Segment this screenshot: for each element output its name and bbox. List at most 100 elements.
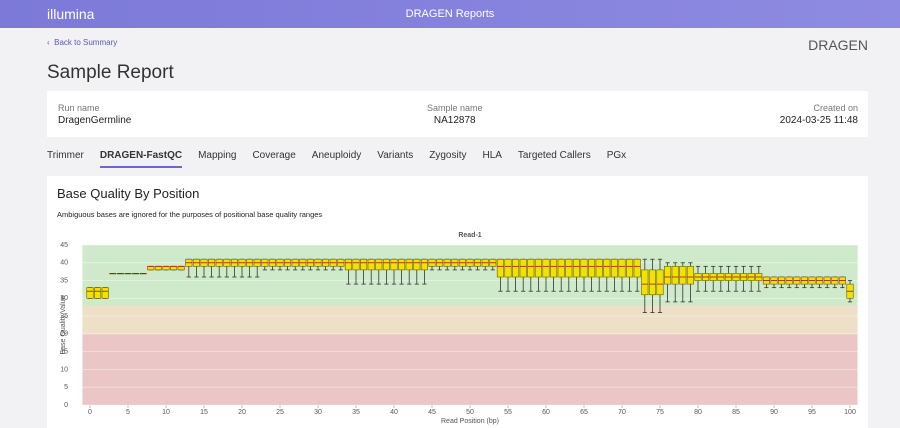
x-tick-label: 80 [694, 409, 702, 416]
y-tick-label: 25 [60, 313, 68, 320]
box [610, 258, 618, 278]
box [656, 269, 664, 296]
info-field: Run name DragenGermline [58, 103, 131, 126]
box [679, 266, 687, 285]
x-tick-label: 90 [770, 409, 778, 416]
box [580, 258, 588, 278]
x-axis-label: Read Position (bp) [441, 418, 499, 425]
x-tick-label: 40 [390, 409, 398, 416]
y-axis-label: Base Quality Value [60, 295, 67, 354]
y-tick-label: 0 [64, 402, 68, 409]
x-tick-label: 95 [808, 409, 816, 416]
x-tick-label: 30 [314, 409, 322, 416]
x-tick-label: 5 [126, 409, 130, 416]
box [542, 258, 550, 278]
box [147, 266, 155, 271]
x-tick-label: 65 [580, 409, 588, 416]
box [527, 258, 535, 278]
box [86, 287, 94, 299]
x-tick-label: 60 [542, 409, 550, 416]
box [641, 269, 649, 296]
x-tick-label: 20 [238, 409, 246, 416]
info-label: Run name [58, 103, 100, 113]
section-title: Base Quality By Position [57, 186, 200, 201]
box [648, 269, 656, 296]
back-link[interactable]: ‹ Back to Summary [47, 38, 118, 47]
box [344, 258, 352, 271]
tab[interactable]: Zygosity [429, 150, 467, 161]
x-tick-label: 85 [732, 409, 740, 416]
tab[interactable]: Aneuploidy [311, 150, 362, 161]
box [603, 258, 611, 278]
tabs: Trimmer DRAGEN-FastQC Mapping Coverage Aneup… [47, 150, 626, 168]
info-field: Created on 2024-03-25 11:48 [780, 103, 858, 126]
chart-title: Read-1 [458, 232, 481, 239]
box [413, 258, 421, 271]
box [367, 258, 375, 271]
x-tick-label: 55 [504, 409, 512, 416]
page-title: Sample Report [47, 62, 174, 83]
top-bar: illumina DRAGEN Reports [0, 0, 900, 28]
tab[interactable]: Variants [377, 150, 414, 161]
quality-band [82, 305, 858, 334]
box [534, 258, 542, 278]
tab[interactable]: Coverage [252, 150, 296, 161]
y-tick-label: 40 [60, 260, 68, 267]
y-tick-label: 45 [60, 242, 68, 249]
x-tick-label: 75 [656, 409, 664, 416]
back-link-text[interactable]: Back to Summary [54, 38, 118, 47]
y-tick-label: 20 [60, 331, 68, 338]
box [588, 258, 596, 278]
x-tick-label: 70 [618, 409, 626, 416]
box [375, 258, 383, 271]
box [504, 258, 512, 278]
box [382, 258, 390, 271]
box [101, 287, 109, 299]
box [550, 258, 558, 278]
tab[interactable]: HLA [482, 150, 502, 161]
box [557, 258, 565, 278]
box [352, 258, 360, 271]
x-tick-label: 50 [466, 409, 474, 416]
box [420, 258, 428, 271]
x-tick-label: 100 [844, 409, 856, 416]
tab[interactable]: DRAGEN-FastQC [99, 150, 183, 168]
x-tick-label: 15 [200, 409, 208, 416]
tab[interactable]: Trimmer [47, 150, 84, 161]
info-label: Sample name [427, 103, 483, 113]
tab[interactable]: Mapping [198, 150, 237, 161]
box [626, 258, 634, 278]
box [405, 258, 413, 271]
y-tick-label: 5 [64, 384, 68, 391]
box [595, 258, 603, 278]
box [94, 287, 102, 299]
info-value: NA12878 [433, 115, 476, 126]
tab[interactable]: Targeted Callers [517, 150, 591, 161]
y-tick-label: 15 [60, 349, 68, 356]
app-title: DRAGEN Reports [405, 8, 495, 20]
box [170, 266, 178, 271]
y-tick-label: 10 [60, 366, 68, 373]
info-value: DragenGermline [58, 115, 132, 126]
box [572, 258, 580, 278]
section-note: Ambiguous bases are ignored for the purp… [57, 210, 323, 219]
x-tick-label: 10 [162, 409, 170, 416]
box [360, 258, 368, 271]
box [686, 266, 694, 285]
box [664, 266, 672, 285]
info-label: Created on [813, 103, 858, 113]
brand: illumina [47, 6, 95, 22]
x-tick-label: 25 [276, 409, 284, 416]
box [162, 266, 170, 271]
box [512, 258, 520, 278]
box [633, 258, 641, 278]
box [154, 266, 162, 271]
box [618, 258, 626, 278]
box [177, 266, 185, 271]
info-card: Run name DragenGermline Sample name NA1287… [47, 91, 868, 137]
x-tick-label: 45 [428, 409, 436, 416]
logo: DRAGEN [808, 37, 868, 53]
tab[interactable]: PGx [606, 150, 627, 161]
